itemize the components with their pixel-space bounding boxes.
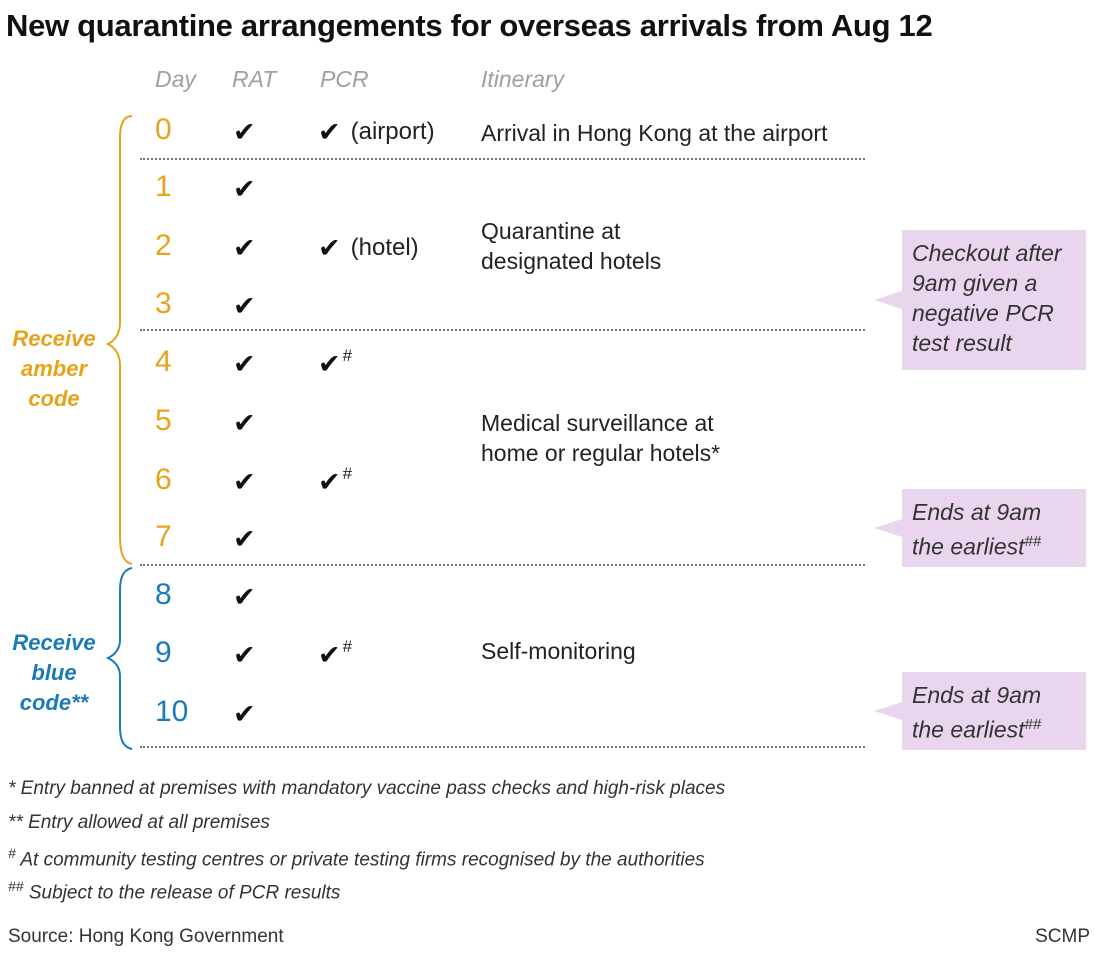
header-rat: RAT — [232, 66, 277, 92]
footnote-double-star: ** Entry allowed at all premises — [8, 812, 270, 833]
rat-check-icon: ✔ — [233, 408, 256, 438]
callout-ends-amber-line2: the earliest — [912, 533, 1025, 560]
rat-check-icon: ✔ — [233, 349, 256, 379]
footnote-double-hash-mark: ## — [8, 878, 24, 894]
blue-bracket — [105, 567, 133, 750]
itinerary-self-monitoring: Self-monitoring — [481, 638, 636, 664]
footnote-hash-text: At community testing centres or private … — [15, 849, 705, 871]
header-itinerary: Itinerary — [481, 66, 565, 92]
code-brackets — [105, 115, 133, 750]
itinerary-medical-line2: home or regular hotels* — [481, 440, 721, 466]
pcr-hash-mark: # — [342, 346, 353, 365]
blue-code-line1: Receive — [12, 630, 96, 655]
day-number: 10 — [155, 695, 189, 728]
itinerary-quarantine-line2: designated hotels — [481, 248, 662, 274]
day-number: 1 — [155, 170, 172, 203]
rat-check-icon: ✔ — [233, 174, 256, 204]
credit-label: SCMP — [1035, 926, 1090, 947]
day-number: 6 — [155, 463, 172, 496]
pcr-location-note: (hotel) — [350, 234, 419, 261]
amber-code-line2: amber — [20, 356, 88, 381]
footnote-star: * Entry banned at premises with mandator… — [8, 778, 726, 799]
callout-checkout-line3: negative PCR — [912, 300, 1054, 326]
separator-line — [140, 329, 865, 331]
footnote-hash: # At community testing centres or privat… — [8, 845, 705, 871]
amber-code-line3: code — [28, 386, 80, 411]
separator-line — [140, 158, 865, 160]
pcr-check-icon: ✔ — [318, 640, 341, 670]
callout-checkout-line1: Checkout after — [912, 240, 1062, 266]
itinerary-medical-line1: Medical surveillance at — [481, 410, 714, 436]
callout-checkout-line4: test result — [912, 330, 1012, 356]
pcr-check-icon: ✔ — [318, 233, 341, 263]
callout-tail — [874, 519, 902, 537]
pcr-cell: ✔ # — [318, 637, 353, 671]
pcr-hash-mark: # — [342, 464, 353, 483]
pcr-cell: ✔ (airport) — [318, 117, 435, 148]
separator-line — [140, 564, 865, 566]
callout-ends-blue: Ends at 9am the earliest## — [874, 672, 1086, 750]
day-number: 7 — [155, 520, 172, 553]
callout-tail — [874, 291, 902, 309]
itinerary-quarantine: Quarantine at designated hotels — [481, 216, 661, 276]
pcr-check-icon: ✔ — [318, 349, 341, 379]
footnote-hash-mark: # — [8, 845, 16, 861]
callout-checkout: Checkout after 9am given a negative PCR … — [874, 230, 1086, 370]
itinerary-quarantine-line1: Quarantine at — [481, 218, 621, 244]
amber-code-label: Receive amber code — [6, 324, 102, 414]
separator-line — [140, 746, 865, 748]
pcr-cell: ✔ (hotel) — [318, 233, 419, 264]
rat-check-icon: ✔ — [233, 582, 256, 612]
page-title: New quarantine arrangements for overseas… — [6, 8, 933, 43]
rat-check-icon: ✔ — [233, 467, 256, 497]
day-number: 8 — [155, 578, 172, 611]
rat-check-icon: ✔ — [233, 640, 256, 670]
pcr-check-icon: ✔ — [318, 467, 341, 497]
rat-check-icon: ✔ — [233, 291, 256, 321]
day-number: 2 — [155, 229, 172, 262]
callout-ends-blue-mark: ## — [1024, 716, 1042, 733]
rat-check-icon: ✔ — [233, 524, 256, 554]
callout-ends-blue-line1: Ends at 9am — [912, 682, 1042, 708]
callout-ends-amber: Ends at 9am the earliest## — [874, 489, 1086, 567]
rat-check-icon: ✔ — [233, 117, 256, 147]
pcr-hash-mark: # — [342, 637, 353, 656]
day-number: 9 — [155, 636, 172, 669]
blue-code-line2: blue — [31, 660, 77, 685]
day-number: 0 — [155, 113, 172, 146]
callout-tail — [874, 702, 902, 720]
rat-check-icon: ✔ — [233, 699, 256, 729]
amber-bracket — [105, 115, 133, 565]
header-pcr: PCR — [320, 66, 369, 92]
callout-checkout-line2: 9am given a — [912, 270, 1038, 296]
blue-code-line3: code** — [19, 690, 89, 715]
pcr-cell: ✔ # — [318, 464, 353, 498]
callout-ends-blue-line2: the earliest — [912, 716, 1025, 743]
source-note: Source: Hong Kong Government — [8, 926, 284, 947]
callout-ends-amber-line1: Ends at 9am — [912, 499, 1042, 525]
day-number: 4 — [155, 345, 172, 378]
callout-ends-amber-mark: ## — [1024, 533, 1042, 550]
footnote-double-hash: ## Subject to the release of PCR results — [8, 878, 340, 904]
rat-check-icon: ✔ — [233, 233, 256, 263]
footnote-double-hash-text: Subject to the release of PCR results — [23, 882, 341, 904]
day-number: 3 — [155, 287, 172, 320]
header-day: Day — [155, 66, 196, 92]
amber-code-line1: Receive — [12, 326, 96, 351]
itinerary-medical: Medical surveillance at home or regular … — [481, 408, 720, 468]
blue-code-label: Receive blue code** — [6, 628, 102, 718]
pcr-check-icon: ✔ — [318, 117, 341, 147]
pcr-cell: ✔ # — [318, 346, 353, 380]
pcr-location-note: (airport) — [350, 118, 435, 145]
day-number: 5 — [155, 404, 172, 437]
itinerary-arrival: Arrival in Hong Kong at the airport — [481, 120, 828, 146]
